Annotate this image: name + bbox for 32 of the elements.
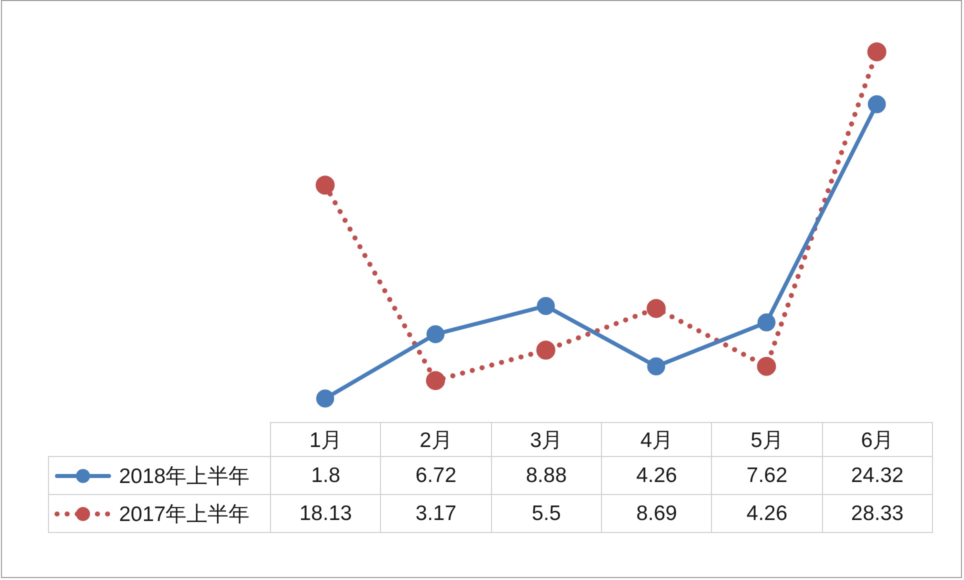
x-tick-label: 5月	[711, 422, 823, 457]
point	[867, 42, 886, 62]
data-label: 4.26	[601, 456, 712, 495]
point	[426, 325, 444, 344]
point	[868, 95, 886, 114]
data-label: 4.26	[711, 494, 823, 533]
data-label: 8.88	[490, 456, 602, 495]
x-tick-label: 3月	[490, 422, 602, 457]
point	[536, 340, 556, 360]
legend-label: 2018年上半年	[119, 464, 250, 490]
point	[316, 389, 334, 408]
data-label: 28.33	[822, 494, 933, 533]
data-label: 5.5	[490, 494, 602, 533]
point	[316, 176, 335, 195]
legend-label: 2017年上半年	[119, 502, 250, 528]
point	[647, 357, 666, 376]
data-label: 24.32	[822, 456, 933, 495]
data-label: 8.69	[601, 494, 712, 533]
x-tick-label: 4月	[601, 422, 712, 457]
data-label: 7.62	[711, 456, 823, 495]
x-tick-label: 6月	[822, 422, 933, 457]
point	[646, 298, 666, 318]
point	[536, 296, 555, 315]
x-tick-label: 2月	[380, 422, 492, 457]
point	[426, 371, 445, 390]
data-label: 6.72	[380, 456, 492, 495]
point	[757, 356, 776, 376]
data-label: 18.13	[270, 494, 382, 533]
data-label: 1.8	[270, 456, 382, 495]
data-label: 3.17	[380, 494, 492, 533]
x-tick-label: 1月	[270, 422, 382, 457]
point	[758, 313, 776, 332]
